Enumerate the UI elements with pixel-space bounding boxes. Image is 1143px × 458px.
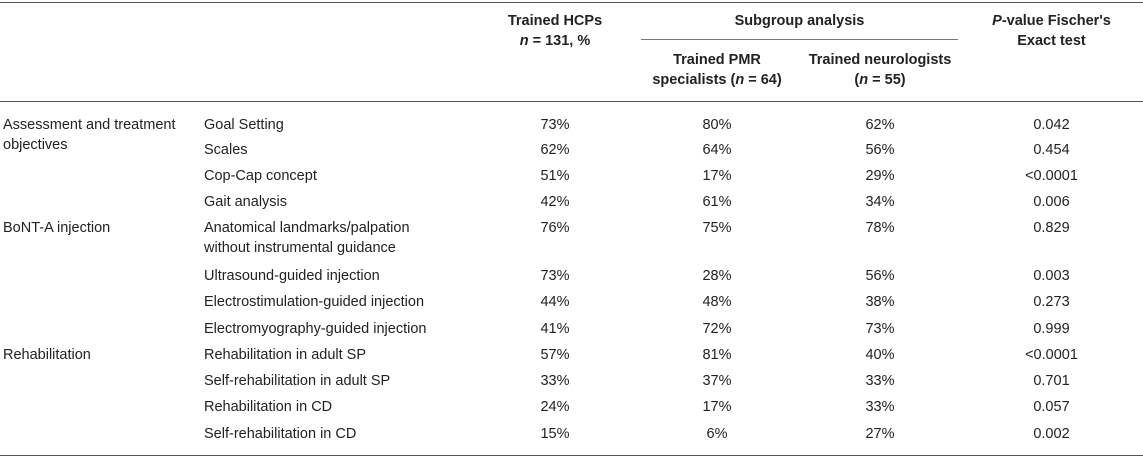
row-pmr: 61% — [702, 194, 732, 210]
header-pvalue-test: Exact test — [1017, 33, 1086, 49]
row-trained: 33% — [540, 373, 570, 389]
header-trained-hcps-title: Trained HCPs — [507, 13, 603, 29]
row-pmr: 48% — [702, 294, 732, 310]
row-pvalue: 0.003 — [1033, 268, 1070, 284]
row-pvalue: <0.0001 — [1025, 347, 1078, 363]
row-pvalue: 0.006 — [1033, 194, 1070, 210]
row-neuro: 38% — [865, 294, 895, 310]
row-trained: 44% — [540, 294, 570, 310]
row-item: Scales — [204, 142, 248, 158]
subgroup-rule — [641, 39, 958, 40]
row-neuro: 78% — [865, 220, 895, 236]
row-neuro: 56% — [865, 268, 895, 284]
row-item: Gait analysis — [204, 194, 288, 210]
row-pvalue: 0.999 — [1033, 321, 1070, 337]
header-neuro-n: (n = 55) — [854, 72, 906, 88]
top-rule — [0, 2, 1143, 3]
row-pmr: 37% — [702, 373, 732, 389]
header-pmr-title: Trained PMR — [673, 52, 761, 68]
row-item: Electrostimulation-guided injection — [204, 294, 425, 310]
row-neuro: 33% — [865, 373, 895, 389]
row-item: Electromyography-guided injection — [204, 321, 427, 337]
row-neuro: 27% — [865, 426, 895, 442]
header-pvalue-title: P-value Fischer's — [992, 13, 1111, 29]
row-item: Cop-Cap concept — [204, 168, 317, 184]
row-trained: 73% — [540, 117, 570, 133]
row-neuro: 40% — [865, 347, 895, 363]
row-trained: 73% — [540, 268, 570, 284]
row-pvalue: <0.0001 — [1025, 168, 1078, 184]
header-trained-hcps: Trained HCPs n = 131, % — [470, 11, 640, 51]
row-trained: 41% — [540, 321, 570, 337]
row-item: Rehabilitation in CD — [204, 399, 333, 415]
row-pvalue: 0.002 — [1033, 426, 1070, 442]
header-subgroup-analysis: Subgroup analysis — [734, 13, 865, 29]
row-trained: 57% — [540, 347, 570, 363]
row-pvalue: 0.829 — [1033, 220, 1070, 236]
row-pvalue: 0.057 — [1033, 399, 1070, 415]
row-pmr: 72% — [702, 321, 732, 337]
row-pmr: 64% — [702, 142, 732, 158]
group-label-assessment: Assessment and treatment objectives — [3, 117, 176, 153]
row-item: Ultrasound-guided injection — [204, 268, 380, 284]
row-pvalue: 0.042 — [1033, 117, 1070, 133]
bottom-rule — [0, 455, 1143, 456]
header-pvalue: P-value Fischer's Exact test — [960, 11, 1143, 51]
row-trained: 62% — [540, 142, 570, 158]
row-pmr: 17% — [702, 399, 732, 415]
row-neuro: 33% — [865, 399, 895, 415]
group-label-bont-a: BoNT-A injection — [3, 220, 111, 236]
row-neuro: 73% — [865, 321, 895, 337]
row-trained: 42% — [540, 194, 570, 210]
row-item: Self-rehabilitation in CD — [204, 426, 357, 442]
row-pvalue: 0.454 — [1033, 142, 1070, 158]
row-pmr: 6% — [706, 426, 728, 442]
row-pmr: 17% — [702, 168, 732, 184]
group-label-rehabilitation: Rehabilitation — [3, 347, 91, 363]
row-pmr: 80% — [702, 117, 732, 133]
row-item: Anatomical landmarks/palpation without i… — [204, 220, 410, 256]
row-pmr: 28% — [702, 268, 732, 284]
row-neuro: 56% — [865, 142, 895, 158]
row-pvalue: 0.273 — [1033, 294, 1070, 310]
row-pmr: 81% — [702, 347, 732, 363]
header-trained-hcps-n: n = 131, % — [519, 33, 591, 49]
row-pmr: 75% — [702, 220, 732, 236]
row-neuro: 34% — [865, 194, 895, 210]
header-neuro-title: Trained neurologists — [808, 52, 952, 68]
row-item: Rehabilitation in adult SP — [204, 347, 367, 363]
header-pmr: Trained PMR specialists (n = 64) — [641, 50, 793, 90]
row-pvalue: 0.701 — [1033, 373, 1070, 389]
row-item: Goal Setting — [204, 117, 284, 133]
row-trained: 76% — [540, 220, 570, 236]
row-item: Self-rehabilitation in adult SP — [204, 373, 391, 389]
header-neurologists: Trained neurologists (n = 55) — [800, 50, 960, 90]
row-neuro: 62% — [865, 117, 895, 133]
row-neuro: 29% — [865, 168, 895, 184]
row-trained: 15% — [540, 426, 570, 442]
row-trained: 24% — [540, 399, 570, 415]
row-trained: 51% — [540, 168, 570, 184]
header-rule — [0, 101, 1143, 102]
header-pmr-n: specialists (n = 64) — [652, 72, 782, 88]
